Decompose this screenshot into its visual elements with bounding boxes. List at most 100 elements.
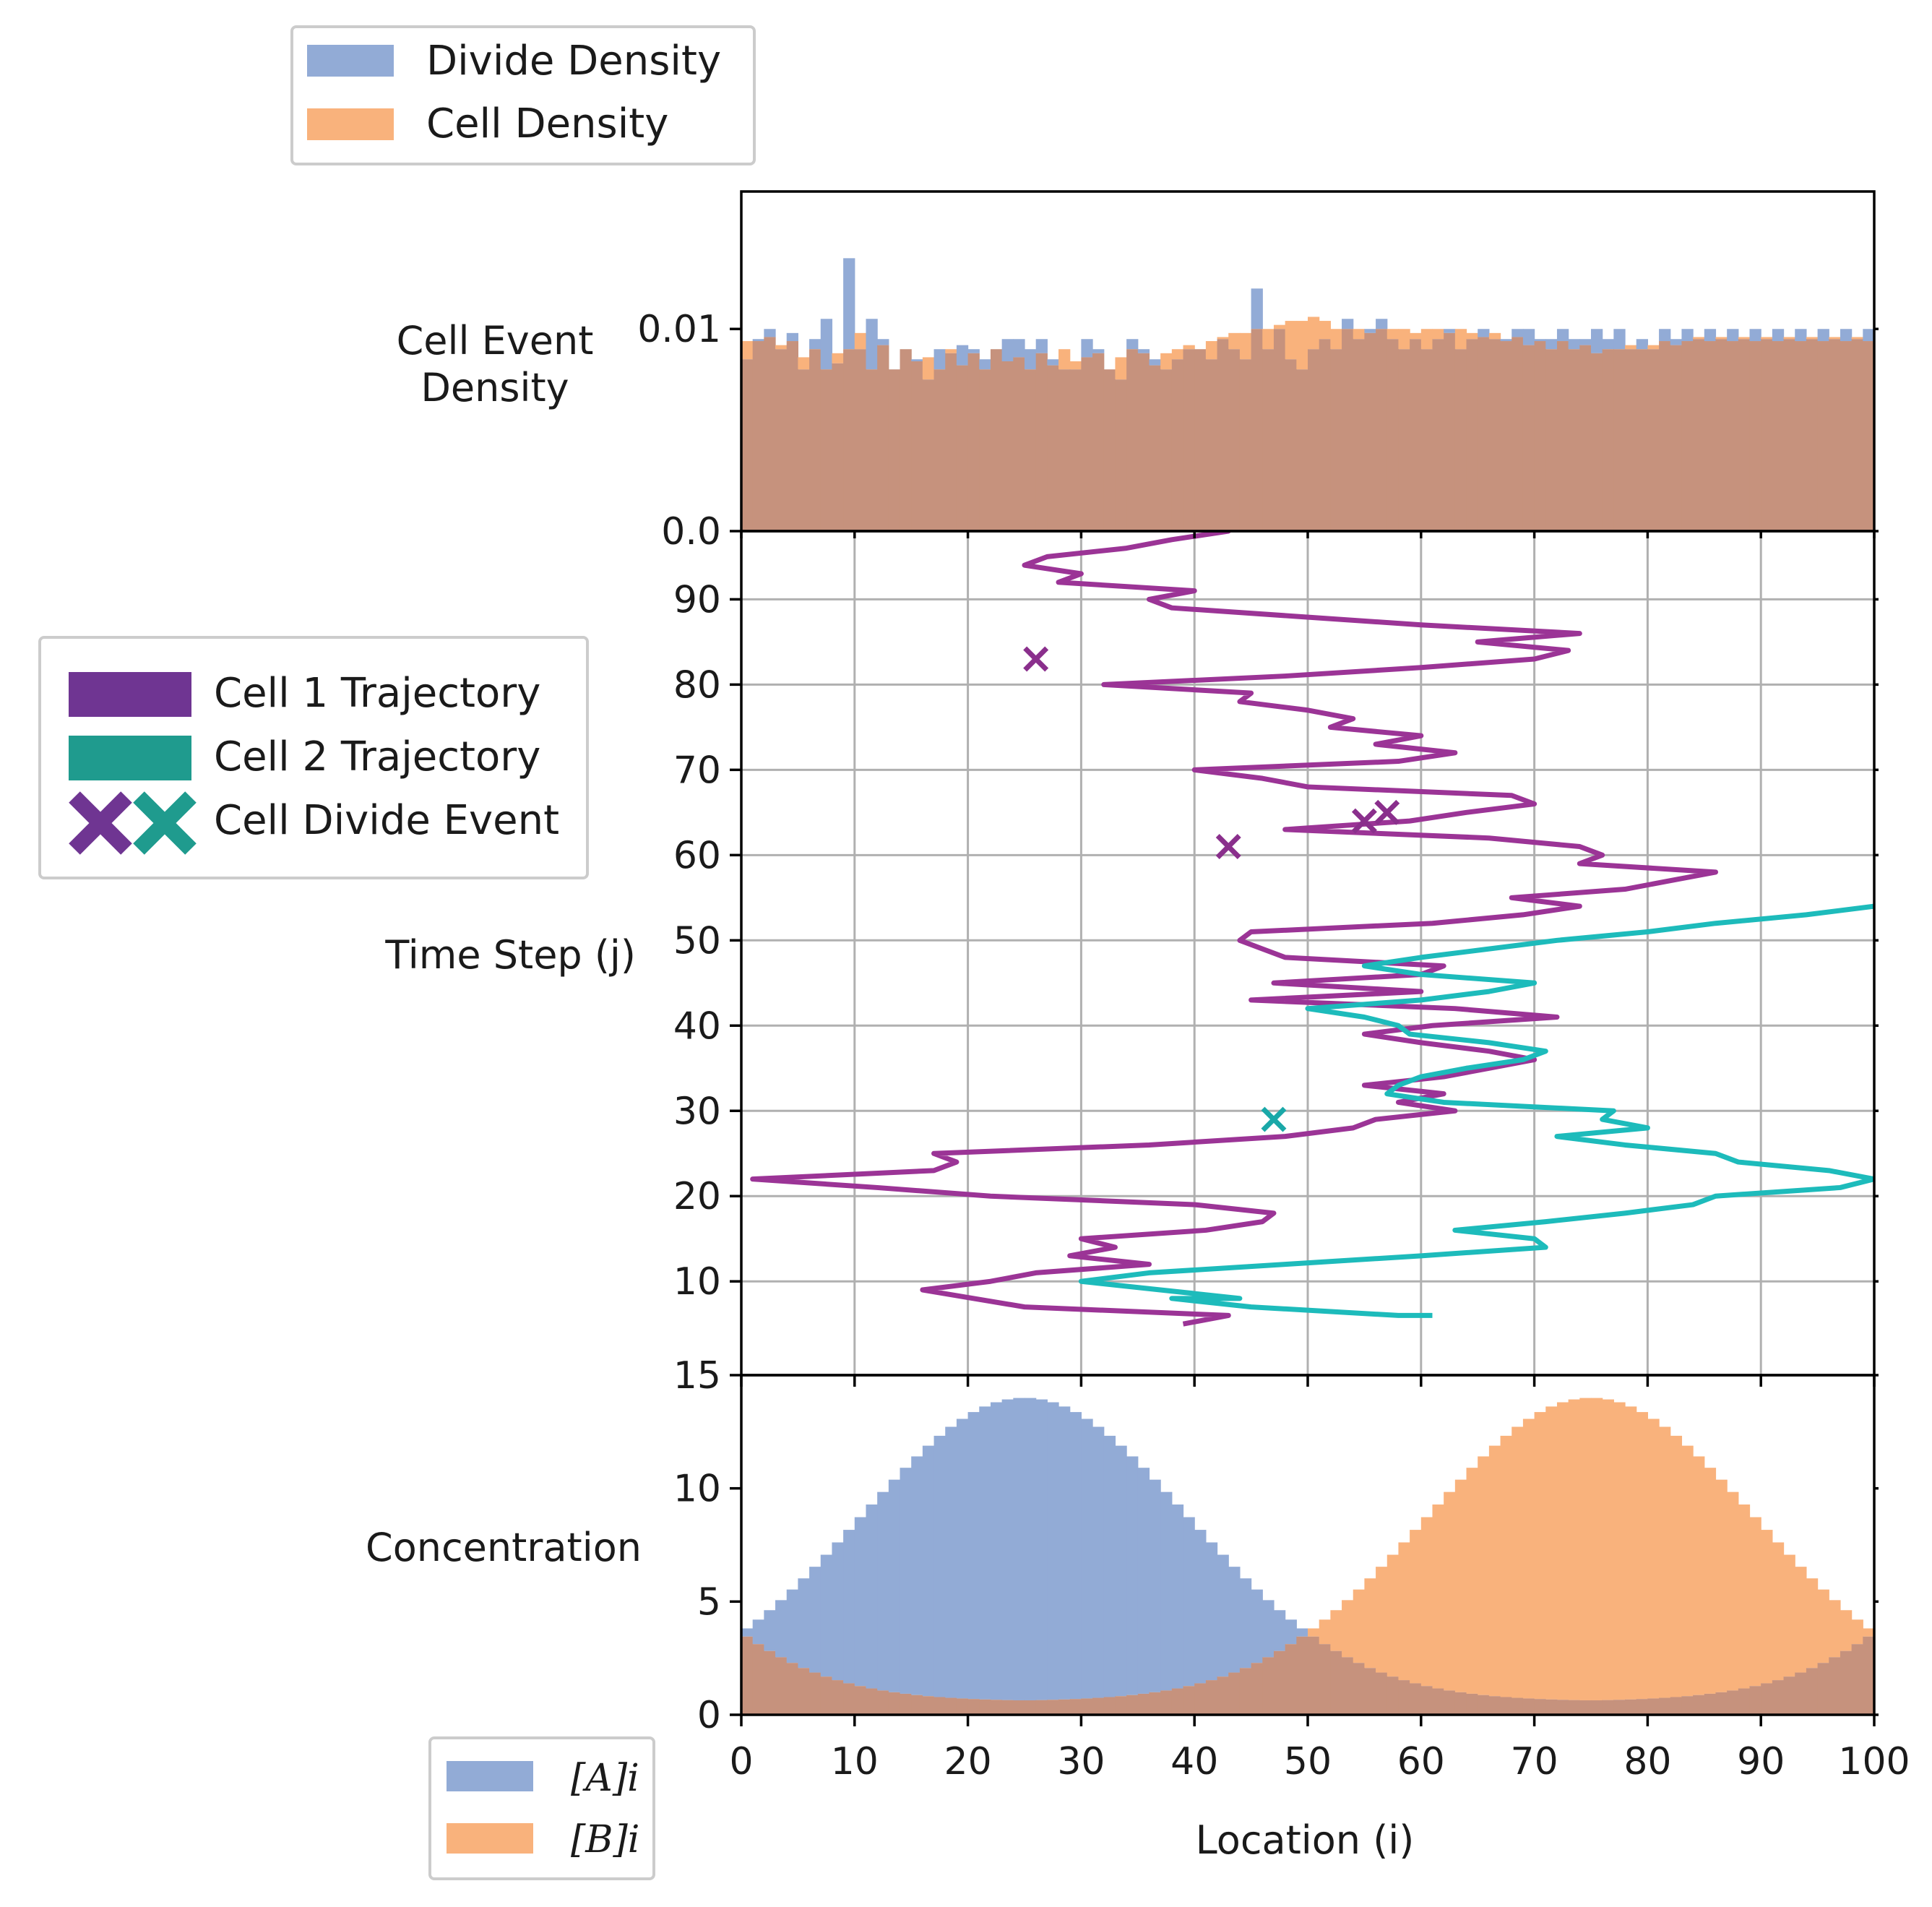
concentration-bar-upper	[1092, 1426, 1105, 1698]
top-bar-overlap	[866, 369, 878, 531]
top-bar-overlap	[1806, 339, 1819, 531]
top-bar-overlap	[900, 349, 912, 531]
top-bar-upper	[911, 359, 923, 361]
x-tick-label: 40	[1170, 1740, 1218, 1783]
concentration-bar-overlap	[1013, 1700, 1025, 1715]
top-bar-overlap	[854, 349, 867, 531]
top-bar-overlap	[1228, 349, 1241, 531]
concentration-bar-upper	[1001, 1399, 1014, 1700]
top-bar-upper	[1183, 345, 1195, 350]
concentration-bar-overlap	[1772, 1680, 1785, 1715]
concentration-bar-overlap	[1647, 1698, 1660, 1715]
concentration-bar-upper	[1296, 1628, 1308, 1637]
concentration-bar-overlap	[1103, 1697, 1116, 1715]
concentration-bar-upper	[1205, 1542, 1218, 1681]
mid-y-tick-label: 50	[673, 919, 721, 963]
top-bar-upper	[1545, 339, 1558, 350]
concentration-bar-overlap	[1568, 1700, 1580, 1715]
top-bar-upper	[1840, 329, 1853, 342]
top-bar-overlap	[1183, 349, 1195, 531]
top-bar-upper	[1160, 353, 1173, 370]
legend-label-b: [B]i	[571, 1818, 639, 1861]
concentration-bar-upper	[1795, 1567, 1807, 1673]
top-bar-upper	[877, 339, 889, 345]
legend-label-cell: Cell Density	[426, 100, 668, 147]
top-bar-overlap	[956, 365, 969, 531]
top-bar-overlap	[820, 369, 833, 531]
top-bar-overlap	[1761, 339, 1773, 531]
x-tick-label: 80	[1623, 1740, 1671, 1783]
concentration-bar-upper	[1115, 1445, 1127, 1697]
x-tick-label: 100	[1838, 1740, 1910, 1783]
bottom-panel-bars	[741, 1398, 1875, 1715]
top-bar-overlap	[752, 341, 764, 531]
concentration-bar-overlap	[1761, 1683, 1773, 1715]
x-tick-label: 30	[1057, 1740, 1105, 1783]
top-bar-upper	[1376, 319, 1388, 330]
x-tick-label: 60	[1397, 1740, 1445, 1783]
concentration-bar-overlap	[1817, 1663, 1829, 1715]
top-bar-upper	[1330, 329, 1342, 350]
concentration-bar-upper	[1217, 1554, 1229, 1677]
concentration-bar-upper	[1466, 1468, 1478, 1694]
concentration-bar-overlap	[1432, 1688, 1444, 1715]
top-bar-upper	[1149, 359, 1161, 366]
concentration-bar-overlap	[1681, 1696, 1694, 1715]
concentration-bar-overlap	[1783, 1676, 1795, 1715]
top-bar-upper	[1863, 329, 1875, 342]
concentration-bar-upper	[1783, 1554, 1795, 1677]
concentration-bar-upper	[1602, 1399, 1614, 1700]
top-bar-upper	[1081, 339, 1093, 358]
top-bar-upper	[798, 357, 810, 370]
divide-event-marker	[1215, 834, 1241, 860]
top-bar-overlap	[1398, 349, 1410, 531]
mid-y-tick-label: 10	[673, 1260, 721, 1304]
top-bar-overlap	[843, 349, 855, 531]
top-bar-upper	[1783, 337, 1795, 340]
concentration-bar-upper	[786, 1589, 798, 1663]
legend-bottom: [A]i [B]i	[428, 1736, 655, 1880]
concentration-bar-overlap	[854, 1686, 867, 1715]
concentration-bar-overlap	[1806, 1668, 1819, 1715]
top-bar-overlap	[1579, 345, 1592, 531]
concentration-bar-upper	[854, 1517, 867, 1687]
top-bar-overlap	[922, 379, 935, 531]
top-bar-upper	[1137, 349, 1150, 353]
top-bar-upper	[1342, 319, 1354, 330]
concentration-bar-upper	[1183, 1517, 1195, 1687]
bottom-y-tick-label: 0	[697, 1694, 721, 1737]
top-bar-upper	[1420, 329, 1433, 350]
top-bar-upper	[1556, 329, 1569, 342]
top-bar-overlap	[1296, 369, 1308, 531]
top-bar-overlap	[1670, 345, 1683, 531]
concentration-bar-upper	[1251, 1589, 1263, 1663]
concentration-bar-upper	[1137, 1468, 1150, 1694]
top-bar-upper	[933, 349, 946, 370]
top-bar-upper	[1285, 321, 1297, 360]
concentration-bar-overlap	[1387, 1676, 1400, 1715]
top-bar-overlap	[1704, 341, 1717, 531]
concentration-bar-upper	[843, 1530, 855, 1684]
concentration-bar-upper	[1160, 1491, 1173, 1691]
top-bar-overlap	[1647, 349, 1660, 531]
concentration-bar-overlap	[1420, 1686, 1433, 1715]
concentration-bar-overlap	[775, 1657, 788, 1715]
divide-event-marker	[1261, 1106, 1287, 1132]
top-bar-upper	[1444, 329, 1456, 333]
concentration-bar-overlap	[786, 1663, 798, 1715]
concentration-bar-upper	[1478, 1456, 1490, 1695]
concentration-bar-upper	[1319, 1619, 1331, 1645]
top-bar-overlap	[1863, 341, 1875, 531]
concentration-bar-upper	[1330, 1610, 1342, 1651]
concentration-bar-overlap	[1670, 1697, 1683, 1715]
middle-panel-trajectories	[750, 531, 1874, 1327]
concentration-bar-overlap	[843, 1683, 855, 1715]
top-bar-upper	[1251, 288, 1263, 330]
concentration-bar-upper	[1636, 1412, 1648, 1700]
concentration-bar-upper	[990, 1402, 1003, 1700]
concentration-bar-overlap	[1704, 1693, 1717, 1715]
concentration-bar-upper	[1727, 1491, 1739, 1691]
concentration-bar-upper	[798, 1578, 810, 1669]
top-bar-overlap	[1693, 339, 1705, 531]
concentration-bar-upper	[1772, 1542, 1785, 1681]
